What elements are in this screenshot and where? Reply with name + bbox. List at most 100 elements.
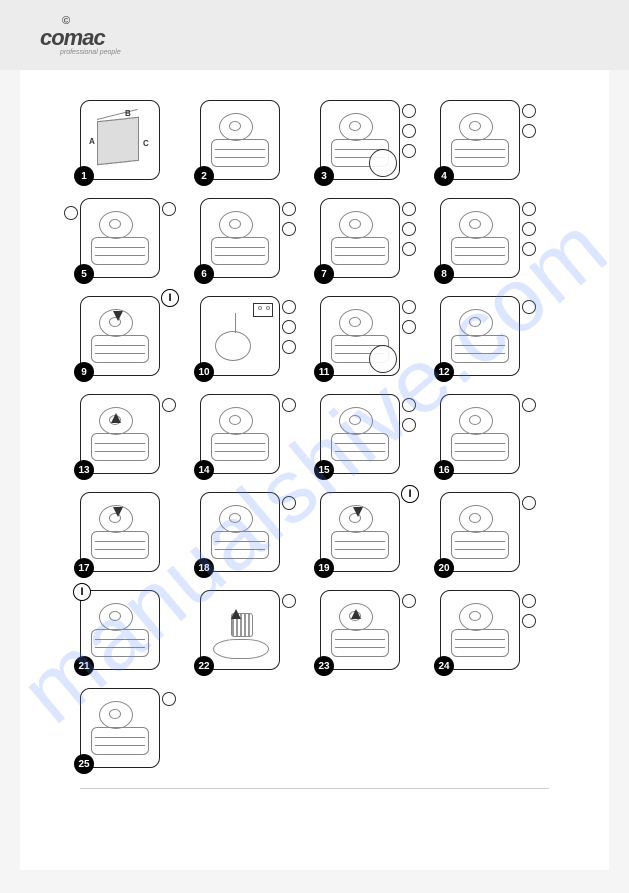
step-illustration (80, 394, 160, 474)
callout-circle (522, 222, 536, 236)
instruction-step: 18 (200, 492, 292, 572)
step-number: 11 (314, 362, 334, 382)
instruction-step: 8 (440, 198, 532, 278)
step-illustration (320, 100, 400, 180)
callout-stack (282, 202, 296, 236)
instruction-step: 20 (440, 492, 532, 572)
step-illustration (80, 492, 160, 572)
callout-circle (522, 300, 536, 314)
instruction-row: 21I 22 23 24 (80, 590, 549, 670)
logo-tagline: professional people (40, 49, 121, 56)
callout-circle (522, 614, 536, 628)
step-illustration (200, 296, 280, 376)
instruction-row: 5 6 7 8 (80, 198, 549, 278)
step-number: 6 (194, 264, 214, 284)
step-illustration (440, 198, 520, 278)
callout-circle (64, 206, 78, 220)
callout-circle (522, 202, 536, 216)
instruction-step: 25 (80, 688, 172, 768)
step-number: 22 (194, 656, 214, 676)
instruction-row: A B C1 2 3 4 (80, 100, 549, 180)
instruction-step: 5 (80, 198, 172, 278)
instruction-step: 23 (320, 590, 412, 670)
step-illustration (320, 492, 400, 572)
step-number: 10 (194, 362, 214, 382)
callout-circle (282, 496, 296, 510)
callout-circle (522, 398, 536, 412)
instruction-step: 13 (80, 394, 172, 474)
instruction-step: 16 (440, 394, 532, 474)
step-number: 14 (194, 460, 214, 480)
callout-circle (522, 496, 536, 510)
callout-stack (522, 104, 536, 138)
step-illustration (440, 296, 520, 376)
callout-stack (402, 398, 416, 432)
callout-stack (282, 594, 296, 608)
step-number: 5 (74, 264, 94, 284)
instruction-step: 2 (200, 100, 292, 180)
step-number: 7 (314, 264, 334, 284)
step-number: 24 (434, 656, 454, 676)
step-illustration (320, 296, 400, 376)
callout-stack (402, 300, 416, 334)
instruction-row: 9I 10 11 12 (80, 296, 549, 376)
callout-circle (402, 594, 416, 608)
step-number: 23 (314, 656, 334, 676)
callout-stack (162, 692, 176, 706)
callout-circle (282, 300, 296, 314)
step-number: 19 (314, 558, 334, 578)
step-illustration (80, 296, 160, 376)
step-number: 17 (74, 558, 94, 578)
callout-stack (162, 398, 176, 412)
page-body: manualshive.com A B C1 2 3 (20, 70, 609, 870)
callout-stack (522, 202, 536, 256)
callout-stack (402, 594, 416, 608)
callout-stack (162, 202, 176, 216)
callout-stack (402, 104, 416, 158)
step-illustration (200, 590, 280, 670)
callout-circle (402, 144, 416, 158)
callout-stack (522, 496, 536, 510)
step-illustration (80, 590, 160, 670)
step-illustration (80, 688, 160, 768)
step-number: 15 (314, 460, 334, 480)
instruction-step: 22 (200, 590, 292, 670)
callout-stack (282, 300, 296, 354)
power-badge-icon: I (401, 485, 419, 503)
callout-circle (282, 202, 296, 216)
instruction-row: 25 (80, 688, 549, 768)
instruction-step: 11 (320, 296, 412, 376)
callout-circle (402, 222, 416, 236)
logo-name: comac (40, 25, 121, 51)
instruction-step: 19I (320, 492, 412, 572)
step-number: 12 (434, 362, 454, 382)
step-illustration (200, 394, 280, 474)
callout-circle (522, 104, 536, 118)
detail-inset (369, 149, 397, 177)
instruction-step: 21I (80, 590, 172, 670)
footer-divider (80, 788, 549, 789)
callout-circle (282, 222, 296, 236)
instruction-step: 12 (440, 296, 532, 376)
callout-circle (402, 300, 416, 314)
callout-circle (282, 320, 296, 334)
page-header: © comac professional people (0, 0, 629, 70)
callout-circle (522, 242, 536, 256)
callout-circle (402, 104, 416, 118)
instruction-step: 14 (200, 394, 292, 474)
step-number: 13 (74, 460, 94, 480)
step-number: 1 (74, 166, 94, 186)
step-number: 21 (74, 656, 94, 676)
step-number: 25 (74, 754, 94, 774)
callout-circle (282, 594, 296, 608)
instruction-step: 3 (320, 100, 412, 180)
step-number: 4 (434, 166, 454, 186)
callout-circle (522, 124, 536, 138)
instruction-step: 6 (200, 198, 292, 278)
step-number: 16 (434, 460, 454, 480)
callout-circle (402, 320, 416, 334)
step-illustration (80, 198, 160, 278)
instruction-row: 13 14 15 16 (80, 394, 549, 474)
step-number: 18 (194, 558, 214, 578)
brand-logo: © comac professional people (40, 15, 121, 56)
